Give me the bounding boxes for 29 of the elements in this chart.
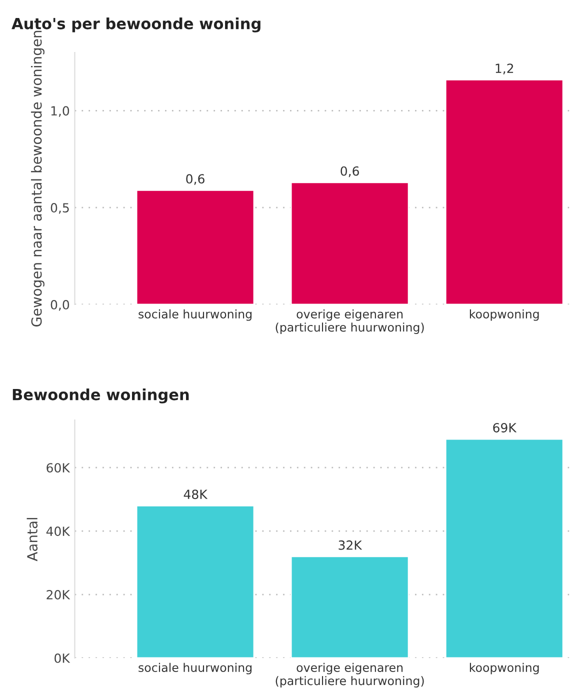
data-label: 0,6 — [340, 166, 359, 178]
y-tick-label: 0K — [54, 653, 70, 663]
x-tick-label: overige eigenaren (particuliere huurwoning) — [276, 662, 424, 688]
bar — [444, 438, 564, 658]
y-tick-label: 20K — [46, 590, 70, 600]
y-axis-title: Aantal — [26, 518, 38, 562]
x-tick-label: koopwoning — [470, 662, 539, 674]
y-tick-label: 0,5 — [50, 203, 69, 214]
bar — [136, 504, 255, 658]
bar — [136, 189, 255, 304]
x-tick-label: sociale huurwoning — [138, 662, 252, 674]
y-axis-title: Gewogen naar aantal bewoonde woningen — [31, 30, 44, 326]
chart-title: Bewoonde woningen — [12, 388, 189, 404]
bar — [290, 556, 410, 658]
data-label: 1,2 — [496, 64, 514, 74]
data-label: 48K — [184, 490, 208, 500]
data-label: 0,6 — [186, 174, 204, 185]
bar — [290, 182, 410, 304]
y-tick-label: 1,0 — [51, 106, 70, 117]
y-tick-label: 40K — [46, 526, 70, 536]
data-label: 32K — [338, 540, 362, 550]
y-tick-label: 0,0 — [50, 300, 70, 311]
x-tick-label: sociale huurwoning — [138, 309, 252, 321]
x-tick-label: koopwoning — [470, 309, 539, 321]
chart-title: Auto's per bewoonde woning — [12, 18, 260, 32]
x-tick-label: overige eigenaren (particuliere huurwoning) — [276, 309, 424, 334]
data-label: 69K — [493, 422, 517, 432]
bar — [444, 78, 564, 304]
y-tick-label: 60K — [46, 463, 70, 473]
